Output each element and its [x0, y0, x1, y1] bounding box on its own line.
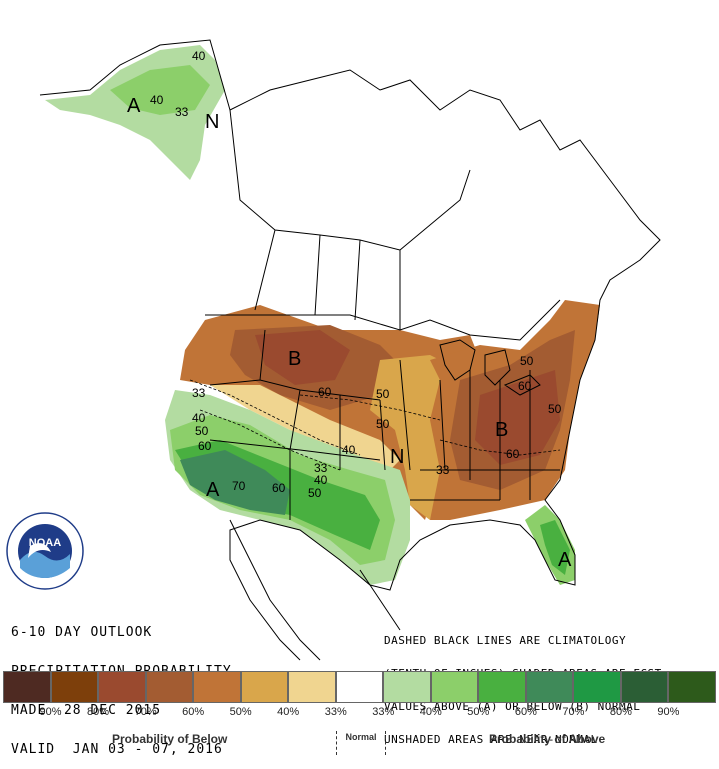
noaa-logo: NOAA: [6, 512, 84, 590]
legend-swatch: [620, 671, 669, 703]
plains-below-light: [210, 385, 400, 470]
contour-label: 70: [232, 479, 246, 493]
east-below-core: [475, 370, 560, 465]
climatology-line-1: [189, 379, 361, 456]
legend-swatch: [335, 671, 384, 703]
region-letter: A: [127, 95, 141, 117]
legend-swatch: [193, 671, 241, 703]
west-below-core: [255, 330, 350, 385]
legend-swatches: [3, 671, 716, 703]
region-letter: B: [495, 419, 508, 441]
contour-label: 40: [342, 443, 356, 457]
note-line: VALUES ABOVE (A) OR BELOW (B) NORMAL: [384, 700, 641, 713]
mexico-outline: [229, 519, 401, 661]
contour-label: 50: [376, 387, 390, 401]
legend-swatch: [145, 671, 194, 703]
legend-tick: 90%: [657, 706, 680, 718]
normal-label-box: Normal: [336, 731, 386, 755]
us-canada-border: [205, 299, 561, 341]
contour-label: 33: [192, 386, 206, 400]
contour-label: 33: [314, 461, 328, 475]
florida-above-core: [540, 520, 570, 575]
climatology-line-2: [199, 409, 341, 471]
legend-swatch: [383, 671, 431, 703]
legend-tick: 33%: [372, 706, 395, 718]
contour-label: 50: [195, 424, 209, 438]
legend-swatch: [668, 671, 716, 703]
normal-label: Normal: [345, 732, 377, 742]
legend-tick: 70%: [134, 706, 157, 718]
legend-tick: 90%: [39, 706, 62, 718]
legend-tick: 60%: [514, 706, 537, 718]
title-line: MADE 28 DEC 2015: [11, 703, 162, 718]
legend-swatch: [50, 671, 99, 703]
legend-swatch: [525, 671, 574, 703]
contour-label: 60: [318, 385, 332, 399]
precipitation-outlook-map: 40 40 33 33 40 50 60 70 60 50 33 40 50 6…: [39, 39, 661, 661]
climatology-line-3: [299, 394, 441, 421]
legend-tick: 40%: [419, 706, 442, 718]
legend-tick: 70%: [562, 706, 585, 718]
contour-label: 40: [314, 473, 328, 487]
note-line: UNSHADED AREAS ARE NEAR-NORMAL: [384, 733, 598, 746]
legend-swatch: [3, 671, 51, 703]
legend-swatch: [478, 671, 526, 703]
region-letter: N: [390, 446, 404, 468]
probability-above-label: Probability of Above: [489, 732, 606, 746]
climatology-line-4: [439, 439, 561, 456]
contour-label: 60: [198, 439, 212, 453]
legend-swatch: [98, 671, 146, 703]
region-letter: N: [205, 111, 219, 133]
contour-label: 40: [192, 49, 206, 63]
legend-tick: 80%: [609, 706, 632, 718]
legend-tick: 50%: [229, 706, 252, 718]
contour-label: 40: [192, 411, 206, 425]
region-letter: A: [558, 549, 572, 571]
canada-provinces: [229, 109, 471, 330]
legend-tick: 50%: [467, 706, 490, 718]
contour-label: 60: [518, 379, 532, 393]
probability-below-label: Probability of Below: [112, 732, 228, 746]
probability-legend: 90% 80% 70% 60% 50% 40% 33% 33% 40% 50% …: [0, 668, 719, 759]
title-line: 6-10 DAY OUTLOOK: [11, 625, 153, 640]
contour-label: 50: [308, 486, 322, 500]
svg-text:NOAA: NOAA: [29, 537, 61, 549]
contour-label: 33: [436, 463, 450, 477]
contour-label: 50: [548, 402, 562, 416]
legend-swatch: [240, 671, 289, 703]
legend-swatch: [573, 671, 621, 703]
note-line: DASHED BLACK LINES ARE CLIMATOLOGY: [384, 634, 627, 647]
contour-label: 40: [150, 93, 164, 107]
contour-label: 33: [175, 105, 189, 119]
region-letter: B: [288, 348, 301, 370]
title-line: VALID JAN 03 - 07, 2016: [11, 742, 223, 757]
legend-tick-labels: 90% 80% 70% 60% 50% 40% 33% 33% 40% 50% …: [3, 706, 716, 720]
alaska-above-inner: [110, 65, 210, 115]
contour-label: 50: [520, 354, 534, 368]
contour-label: 50: [376, 417, 390, 431]
legend-tick: 33%: [324, 706, 347, 718]
great-lakes: [439, 339, 541, 396]
legend-swatch: [430, 671, 479, 703]
legend-tick: 80%: [87, 706, 110, 718]
legend-tick: 40%: [277, 706, 300, 718]
contour-label: 60: [272, 481, 286, 495]
region-letter: A: [206, 479, 220, 501]
legend-swatch: [288, 671, 336, 703]
legend-tick: 60%: [182, 706, 205, 718]
contour-label: 60: [506, 447, 520, 461]
southwest-above-70: [180, 450, 290, 515]
us-states: [209, 329, 560, 520]
